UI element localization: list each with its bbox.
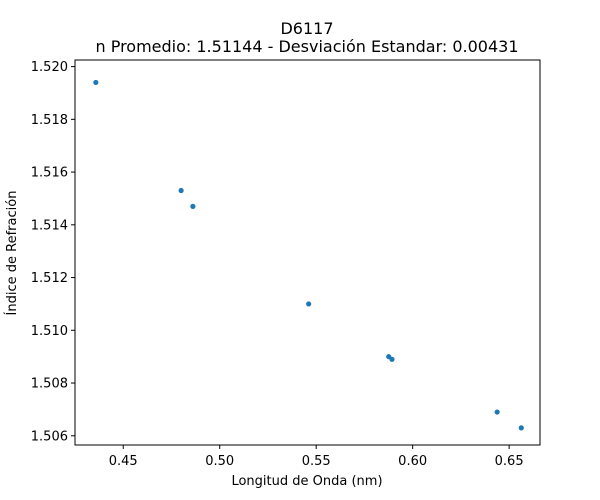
data-point — [494, 409, 500, 415]
y-axis-ticks: 1.506 1.508 1.510 1.512 1.514 1.516 1.518 1.520 — [31, 60, 75, 444]
x-axis-label: Longitud de Onda (nm) — [231, 474, 382, 489]
data-point — [306, 301, 312, 307]
data-point — [93, 79, 99, 86]
x-tick-label: 0.55 — [302, 454, 331, 469]
y-tick-label: 1.512 — [31, 271, 68, 286]
x-tick-label: 0.45 — [109, 454, 138, 469]
x-axis-ticks: 0.45 0.50 0.55 0.60 0.65 — [109, 445, 524, 469]
chart-subtitle: n Promedio: 1.51144 - Desviación Estanda… — [95, 37, 518, 56]
data-point — [190, 203, 196, 209]
x-tick-label: 0.60 — [398, 454, 427, 469]
y-tick-label: 1.516 — [31, 166, 68, 181]
y-tick-label: 1.506 — [31, 429, 68, 444]
y-tick-label: 1.510 — [31, 324, 68, 339]
y-axis-label: Índice de Refración — [4, 191, 20, 316]
x-tick-label: 0.65 — [495, 454, 524, 469]
y-tick-label: 1.514 — [31, 218, 68, 233]
y-tick-label: 1.508 — [31, 377, 68, 392]
plot-area-frame — [74, 59, 541, 446]
x-tick-label: 0.50 — [205, 454, 234, 469]
data-point — [389, 356, 395, 362]
chart-title: D6117 — [280, 19, 333, 38]
data-point — [178, 187, 184, 194]
data-point — [518, 425, 524, 431]
y-tick-label: 1.518 — [31, 113, 68, 128]
y-tick-label: 1.520 — [31, 60, 68, 75]
data-points — [93, 79, 524, 431]
